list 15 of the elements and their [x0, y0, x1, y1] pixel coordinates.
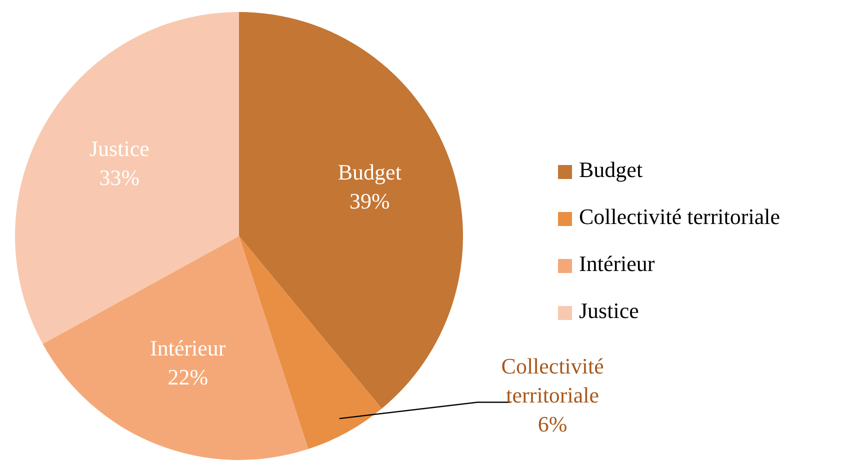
legend-label: Justice: [579, 298, 639, 324]
legend-label: Collectivité territoriale: [579, 204, 780, 230]
data-label: 39%: [350, 188, 390, 214]
pie-slice: [42, 236, 308, 460]
pie-slice: [239, 236, 382, 450]
data-label: 33%: [99, 164, 140, 190]
data-label: 22%: [168, 364, 208, 390]
slice-label: Budget: [338, 160, 402, 185]
slice-label: Intérieur: [150, 336, 226, 361]
pie-slice: [239, 12, 463, 409]
slice-label: Collectivité territoriale: [501, 353, 604, 408]
slice-label: Justice: [90, 136, 150, 161]
legend-label: Intérieur: [579, 251, 656, 276]
legend-label: Budget: [579, 157, 643, 182]
data-label: 6%: [538, 411, 568, 436]
